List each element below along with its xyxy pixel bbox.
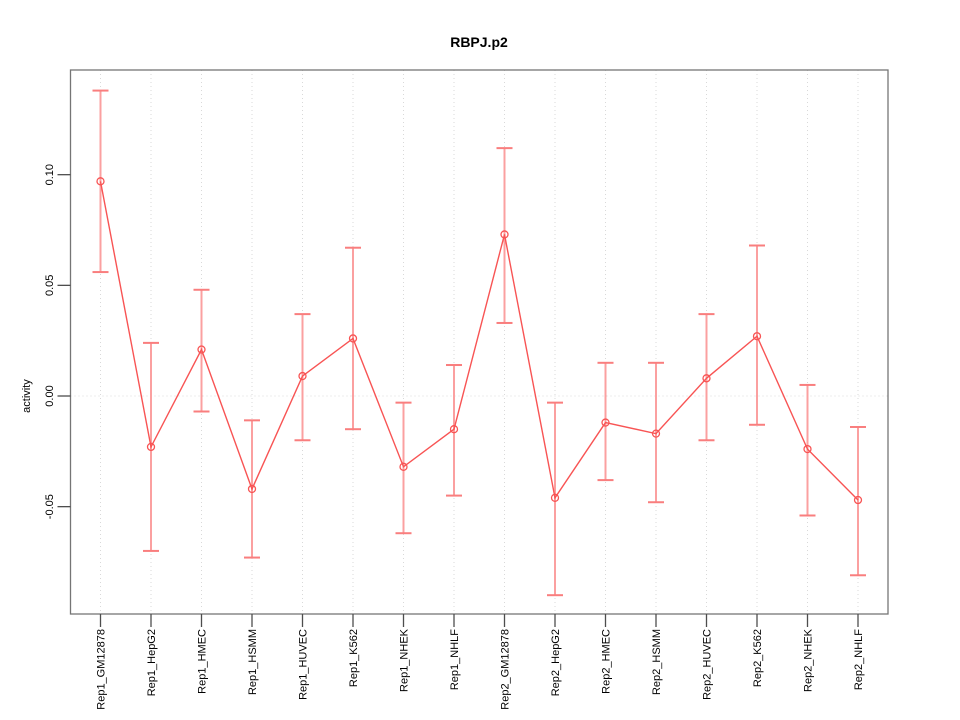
x-tick-label: Rep1_GM12878 bbox=[96, 629, 108, 710]
series-polyline bbox=[99, 181, 859, 501]
data-point bbox=[853, 495, 863, 505]
data-point bbox=[651, 429, 661, 438]
data-point bbox=[399, 462, 408, 471]
chart-title: RBPJ.p2 bbox=[450, 34, 508, 50]
axes: -0.05 0.00 0.05 0.10 Rep1_GM12878 Rep1_HepG2 R… bbox=[44, 69, 889, 710]
x-tick-label: Rep2_HepG2 bbox=[550, 629, 562, 696]
data-point bbox=[247, 484, 257, 494]
x-tick-label: Rep1_NHEK bbox=[399, 628, 411, 692]
x-tick-label: Rep1_K562 bbox=[348, 629, 360, 687]
x-tick-label: Rep2_NHLF bbox=[853, 629, 865, 690]
x-tick-label: Rep1_HepG2 bbox=[146, 629, 158, 696]
gridlines bbox=[70, 70, 888, 614]
data-point bbox=[550, 493, 560, 502]
y-tick-label: 0.00 bbox=[44, 385, 56, 406]
y-tick-label: -0.05 bbox=[44, 494, 56, 519]
data-point bbox=[197, 345, 206, 354]
series-line bbox=[99, 181, 859, 501]
data-point bbox=[96, 177, 105, 186]
x-tick-label: Rep2_GM12878 bbox=[500, 629, 512, 710]
data-point bbox=[298, 371, 307, 381]
data-point bbox=[500, 230, 509, 239]
data-point bbox=[702, 374, 711, 383]
y-axis-label: activity bbox=[21, 379, 33, 413]
x-tick-label: Rep1_HUVEC bbox=[298, 629, 310, 700]
data-point bbox=[348, 334, 358, 343]
x-tick-label: Rep2_HUVEC bbox=[702, 629, 714, 700]
data-point bbox=[803, 444, 812, 454]
plot-border bbox=[69, 69, 889, 615]
y-tick-label: 0.10 bbox=[44, 164, 56, 185]
x-tick-label: Rep2_K562 bbox=[752, 629, 764, 687]
data-point bbox=[752, 332, 762, 341]
x-tick-label: Rep1_HSMM bbox=[247, 629, 259, 695]
data-point bbox=[449, 425, 459, 434]
x-tick-label: Rep1_NHLF bbox=[449, 629, 461, 690]
x-tick-label: Rep2_HSMM bbox=[651, 629, 663, 695]
y-tick-label: 0.05 bbox=[44, 275, 56, 296]
x-tick-label: Rep2_NHEK bbox=[803, 628, 815, 692]
data-point bbox=[601, 418, 610, 427]
data-points bbox=[96, 177, 863, 505]
data-point bbox=[146, 442, 156, 452]
x-tick-label: Rep2_HMEC bbox=[601, 629, 613, 694]
x-tick-label: Rep1_HMEC bbox=[197, 629, 209, 694]
